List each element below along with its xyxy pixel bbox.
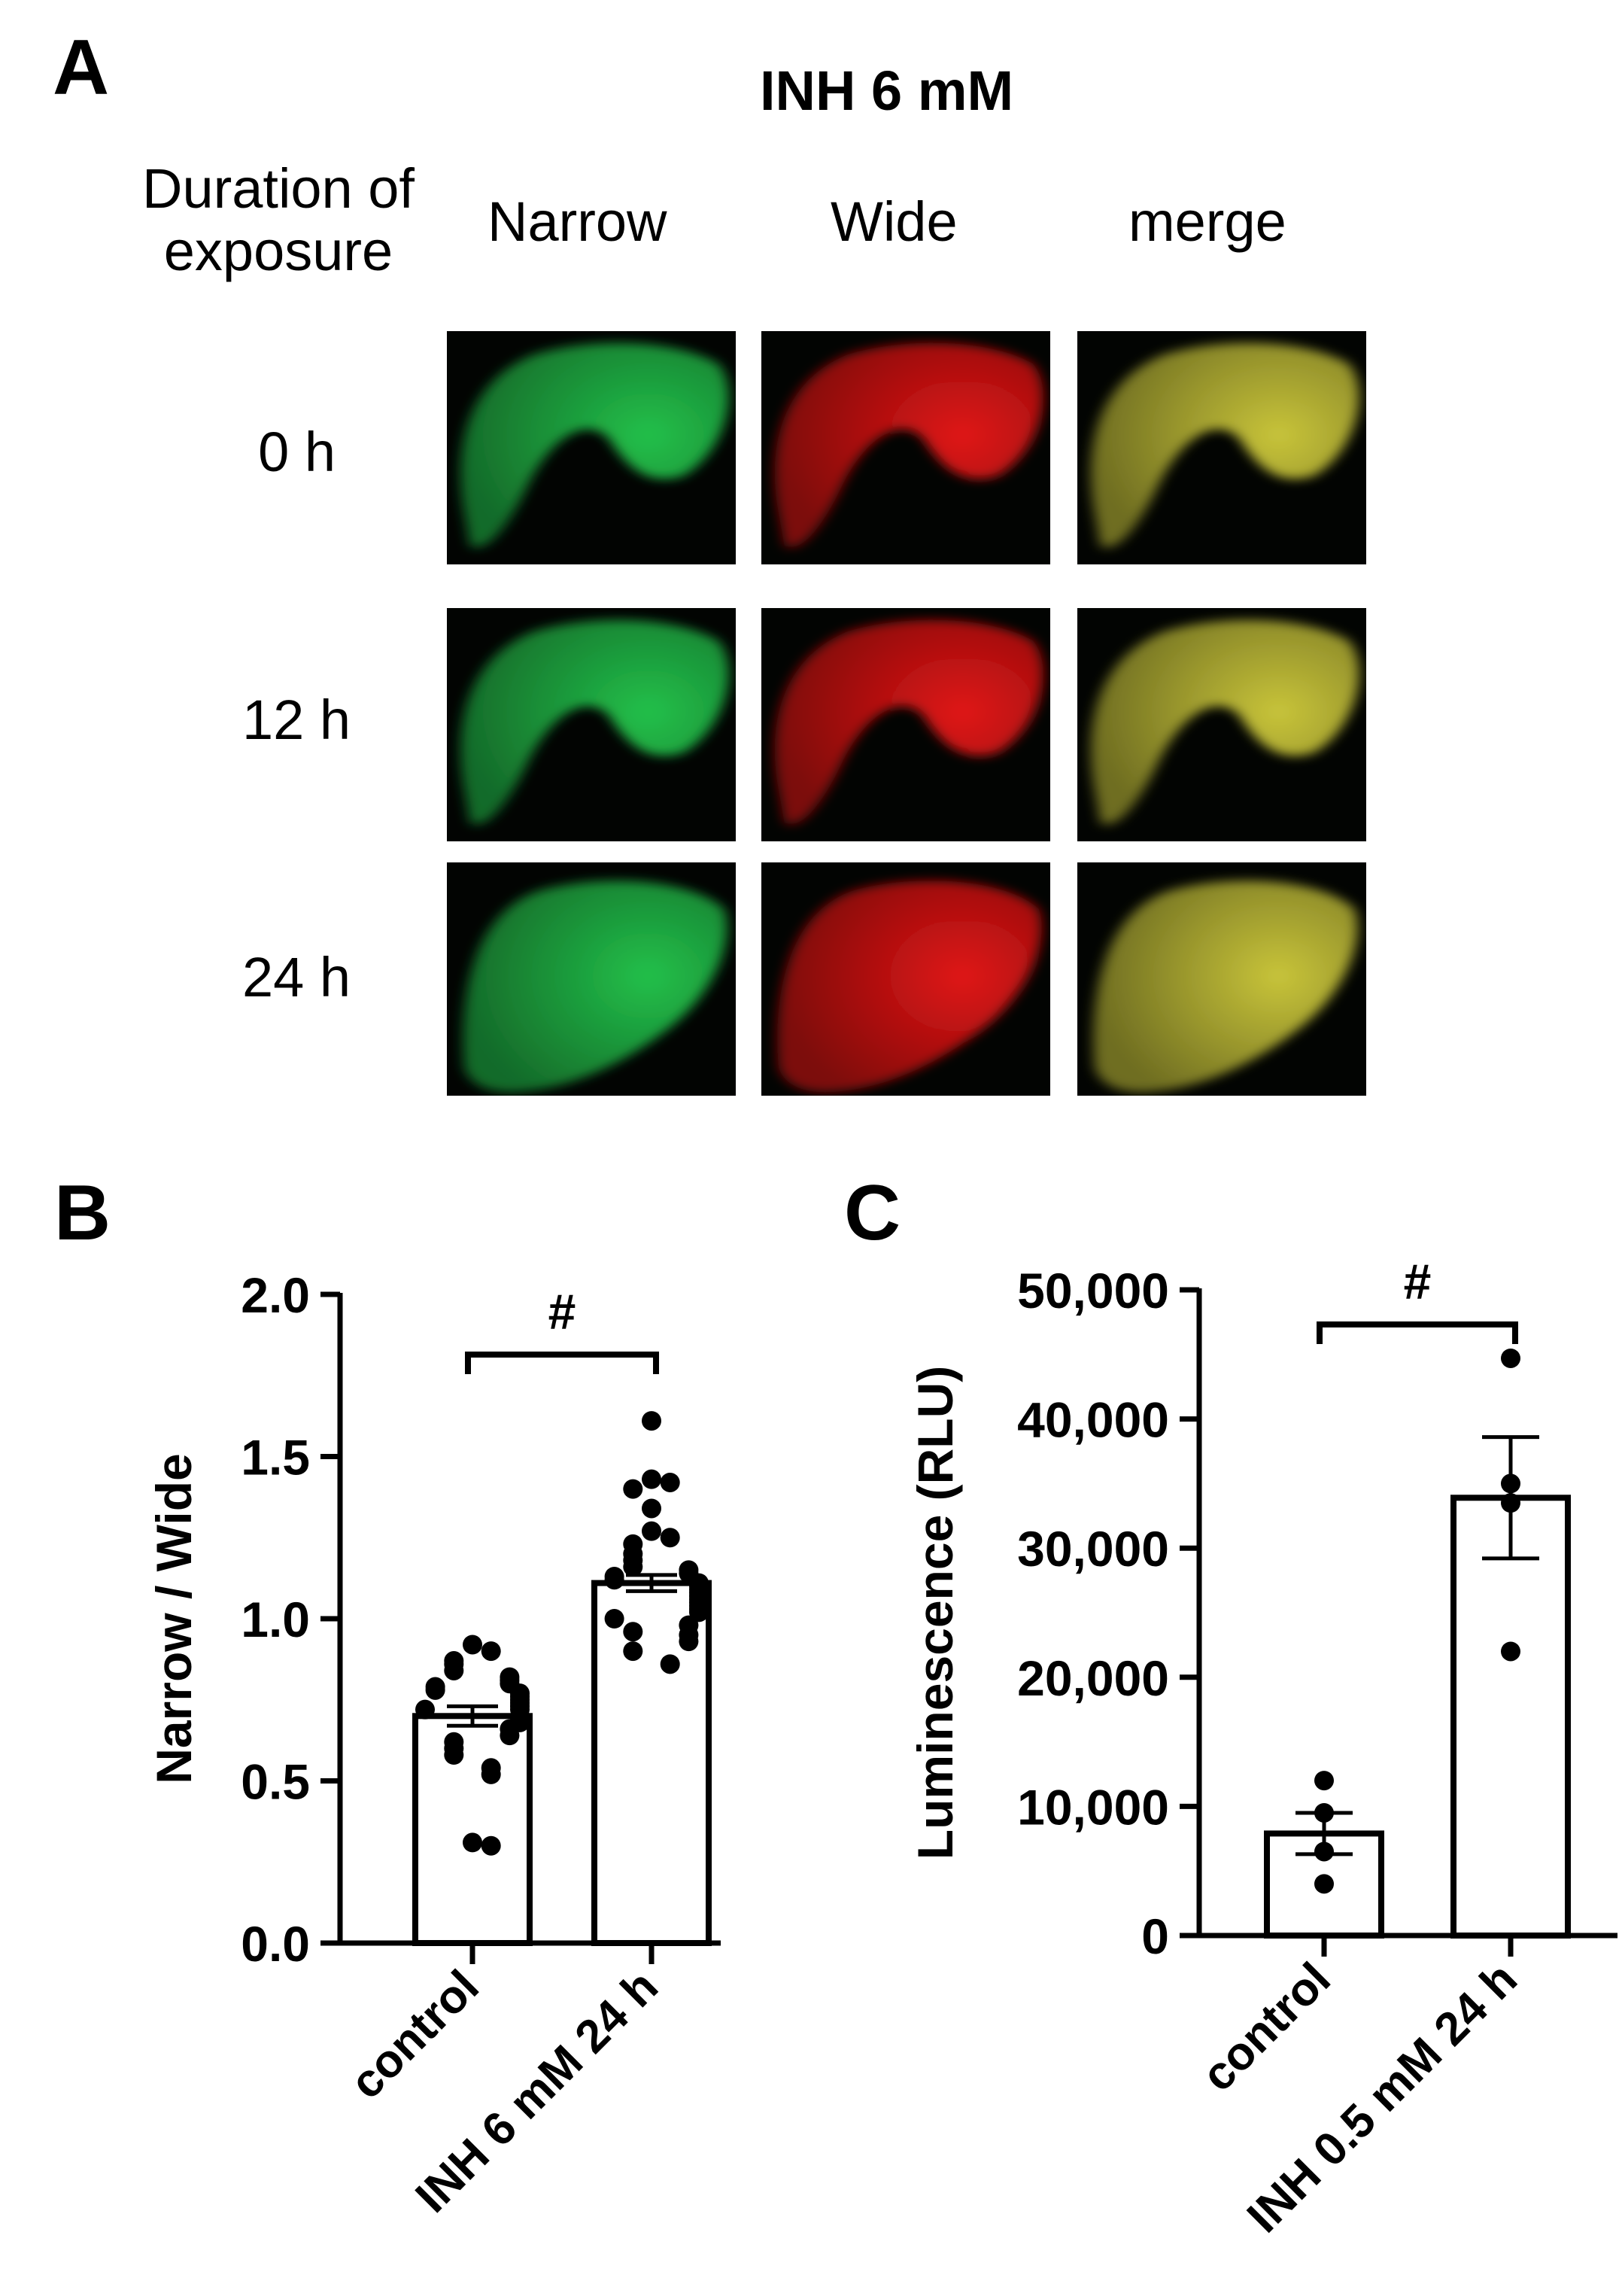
- panel-a-title: INH 6 mM: [760, 59, 1014, 122]
- data-point: [500, 1726, 520, 1746]
- tile-24h-wide: [761, 862, 1050, 1096]
- tile-0h-wide: [761, 331, 1050, 564]
- tile-0h-narrow: [447, 331, 736, 564]
- data-point: [623, 1557, 643, 1577]
- fluorescence-image: [761, 608, 1050, 841]
- y-tick-label: 50,000: [1017, 1263, 1169, 1318]
- significance-marker: #: [548, 1284, 576, 1340]
- data-point: [1314, 1874, 1334, 1894]
- fluorescence-image: [1077, 331, 1366, 564]
- bar: [412, 1713, 533, 1946]
- fluorescence-image: [447, 862, 736, 1096]
- data-point: [642, 1411, 661, 1431]
- data-point: [623, 1479, 643, 1499]
- tile-24h-narrow: [447, 862, 736, 1096]
- bar: [1450, 1495, 1571, 1939]
- tile-0h-merge: [1077, 331, 1366, 564]
- row-label-0h: 0 h: [258, 421, 336, 483]
- x-category-label: control: [341, 1960, 489, 2109]
- y-tick-label: 20,000: [1017, 1650, 1169, 1706]
- chart-c-luminescence: 0 10,000 20,000 30,000 40,000 50,000 Luminesce…: [907, 1254, 1617, 2243]
- data-point: [1314, 1841, 1334, 1862]
- column-header-wide: Wide: [831, 190, 958, 253]
- fluorescence-image: [761, 331, 1050, 564]
- y-tick-label: 2.0: [241, 1267, 310, 1323]
- data-point: [481, 1764, 501, 1784]
- fluorescence-image: [447, 331, 736, 564]
- y-tick-label: 10,000: [1017, 1779, 1169, 1835]
- data-point: [1501, 1641, 1520, 1662]
- data-point: [660, 1528, 680, 1548]
- fluorescence-image: [761, 862, 1050, 1096]
- row-label-12h: 12 h: [241, 689, 351, 751]
- error-bar: [447, 1704, 498, 1728]
- data-point: [642, 1498, 661, 1519]
- data-point: [642, 1469, 661, 1489]
- data-point: [1314, 1771, 1334, 1791]
- panel-c-letter: C: [844, 1169, 901, 1257]
- tile-12h-merge: [1077, 608, 1366, 841]
- data-point: [1501, 1473, 1520, 1494]
- data-point: [1314, 1802, 1334, 1823]
- data-point: [679, 1632, 699, 1652]
- significance-marker: #: [1404, 1254, 1432, 1309]
- data-point: [444, 1660, 464, 1680]
- duration-label-line2: exposure: [163, 219, 393, 282]
- fluorescence-image: [1077, 608, 1366, 841]
- tile-12h-wide: [761, 608, 1050, 841]
- data-point: [623, 1641, 643, 1662]
- tile-12h-narrow: [447, 608, 736, 841]
- duration-label: Duration of exposure: [120, 157, 436, 283]
- data-point: [415, 1699, 435, 1720]
- y-tick-label: 30,000: [1017, 1521, 1169, 1577]
- fluorescence-image: [447, 608, 736, 841]
- data-point: [1501, 1493, 1520, 1513]
- y-axis-label: Luminescence (RLU): [907, 1366, 963, 1860]
- data-point: [623, 1622, 643, 1642]
- significance-bracket: [1317, 1321, 1518, 1344]
- y-tick-label: 1.5: [241, 1430, 310, 1486]
- data-point: [481, 1835, 501, 1856]
- y-tick-label: 0: [1141, 1908, 1169, 1964]
- data-point: [642, 1521, 661, 1541]
- y-tick-label: 1.0: [241, 1592, 310, 1647]
- x-category-label: control: [1192, 1953, 1341, 2101]
- column-header-narrow: Narrow: [488, 190, 667, 253]
- fluorescence-image: [1077, 862, 1366, 1096]
- data-point: [463, 1832, 482, 1853]
- y-tick-label: 0.5: [241, 1754, 310, 1810]
- data-point: [481, 1641, 501, 1662]
- data-point: [604, 1570, 624, 1590]
- y-axis-label: Narrow / Wide: [146, 1453, 202, 1784]
- data-point: [660, 1654, 680, 1674]
- data-point: [463, 1635, 482, 1655]
- data-point: [1501, 1348, 1520, 1368]
- data-point: [444, 1745, 464, 1765]
- column-header-merge: merge: [1128, 190, 1286, 253]
- y-tick-label: 40,000: [1017, 1392, 1169, 1448]
- y-tick-label: 0.0: [241, 1916, 310, 1972]
- duration-label-line1: Duration of: [142, 157, 415, 220]
- data-point: [425, 1680, 445, 1700]
- row-label-24h: 24 h: [241, 946, 351, 1008]
- data-point: [660, 1472, 680, 1492]
- panel-b-letter: B: [54, 1169, 111, 1257]
- tile-24h-merge: [1077, 862, 1366, 1096]
- panel-a-letter: A: [53, 24, 110, 111]
- significance-bracket: [465, 1352, 659, 1374]
- data-point: [604, 1609, 624, 1628]
